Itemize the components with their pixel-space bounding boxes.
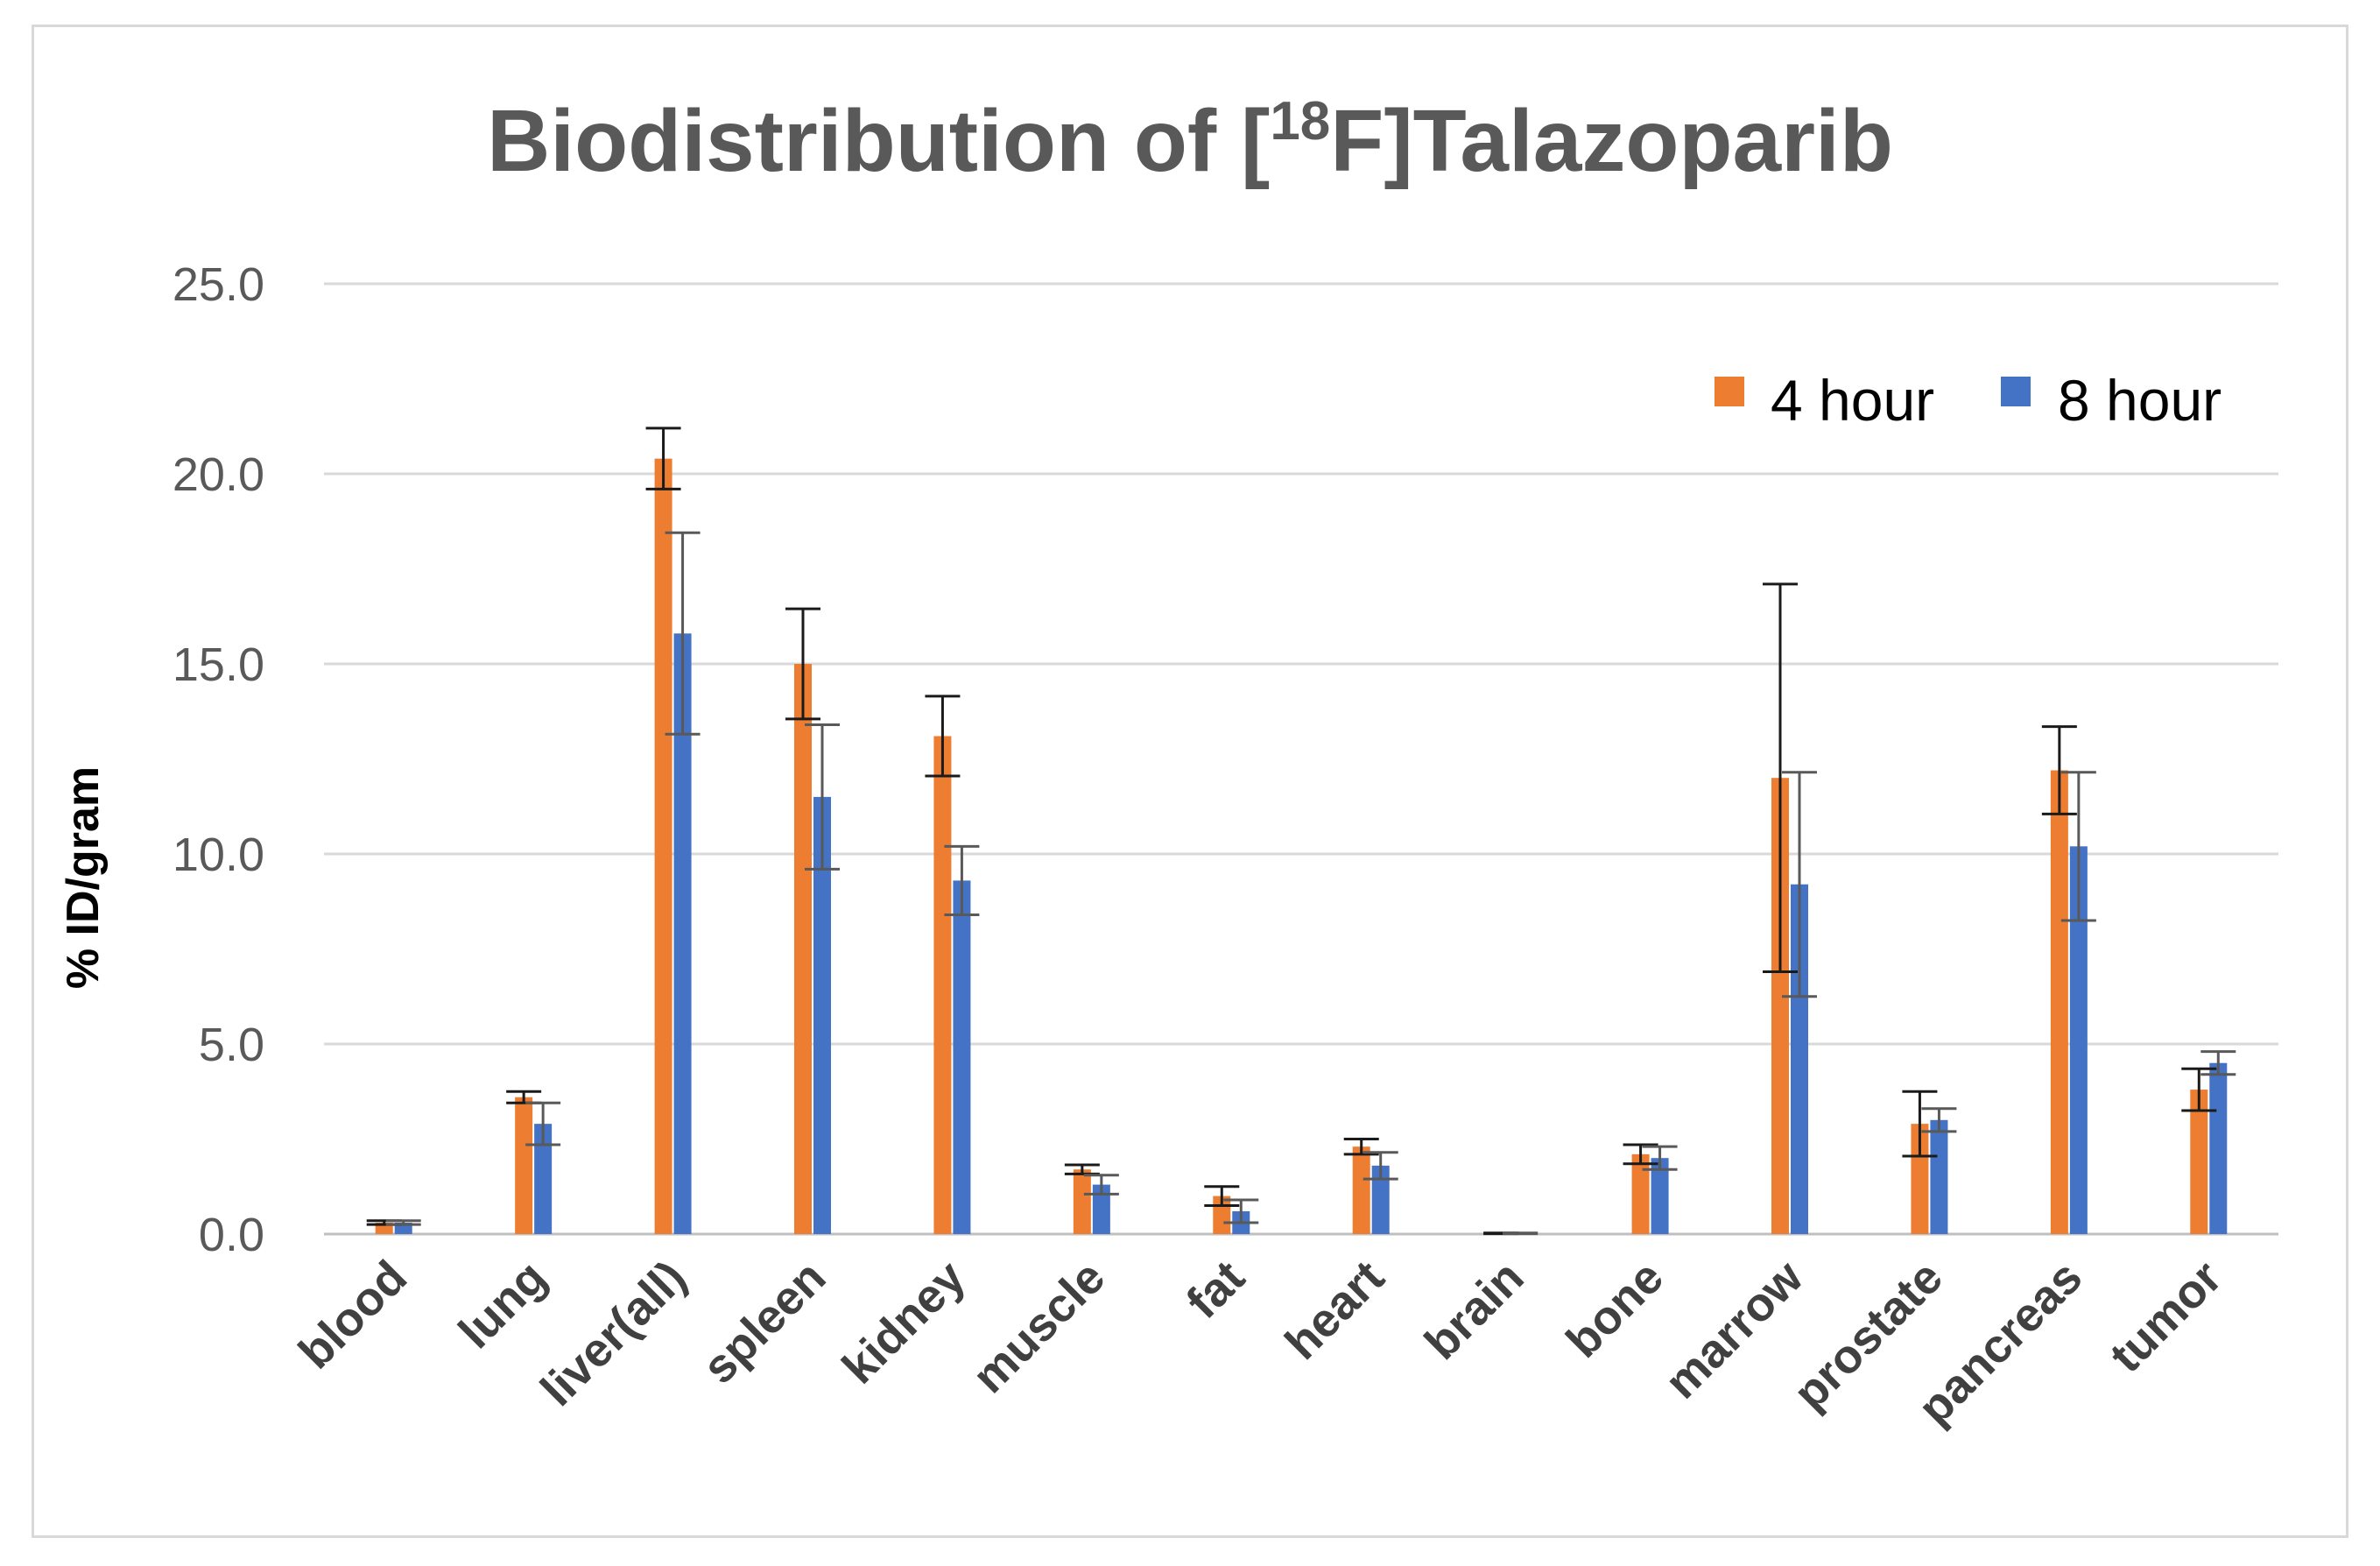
error-bar-liver-all-4-hour	[645, 427, 681, 490]
error-bar-pancreas-4-hour	[2041, 725, 2077, 815]
error-bar-prostate-4-hour	[1902, 1090, 1938, 1158]
chart-title: Biodistribution of [18F]Talazoparib	[487, 91, 1893, 190]
bar-tumor-4-hour	[2190, 1090, 2208, 1234]
error-bar-blood-8-hour	[385, 1219, 421, 1226]
bar-heart-8-hour	[1371, 1165, 1390, 1234]
error-bar-lung-4-hour	[506, 1090, 542, 1104]
chart-frame	[32, 25, 2348, 1538]
error-bar-fat-8-hour	[1223, 1198, 1259, 1224]
bar-spleen-4-hour	[794, 664, 812, 1234]
y-tick-label: 25.0	[173, 258, 264, 311]
y-tick-label: 0.0	[199, 1209, 264, 1261]
x-tick-label-liver-all: liver(all)	[531, 1251, 696, 1416]
error-bar-muscle-4-hour	[1064, 1163, 1100, 1175]
bar-kidney-8-hour	[953, 880, 971, 1234]
error-bar-heart-4-hour	[1343, 1138, 1379, 1156]
legend-swatch-4-hour	[1715, 377, 1744, 406]
error-bar-lung-8-hour	[525, 1101, 561, 1146]
bar-muscle-4-hour	[1073, 1169, 1091, 1234]
bar-bone-8-hour	[1651, 1158, 1669, 1234]
bar-pancreas-4-hour	[2050, 770, 2068, 1234]
x-tick-label-spleen: spleen	[693, 1251, 835, 1393]
error-bar-spleen-8-hour	[805, 723, 840, 871]
bar-spleen-8-hour	[813, 796, 831, 1234]
bars	[375, 458, 2228, 1234]
x-tick-label-kidney: kidney	[833, 1251, 975, 1393]
legend-label-4-hour: 4 hour	[1771, 368, 1934, 433]
error-bar-bone-8-hour	[1642, 1145, 1678, 1171]
error-bar-liver-all-8-hour	[665, 531, 701, 736]
bar-prostate-4-hour	[1911, 1124, 1929, 1234]
x-tick-label-muscle: muscle	[962, 1251, 1115, 1403]
error-bar-fat-4-hour	[1204, 1185, 1240, 1207]
gridlines	[324, 282, 2278, 1236]
bar-kidney-4-hour	[933, 736, 952, 1234]
bar-pancreas-8-hour	[2069, 846, 2088, 1234]
error-bar-tumor-4-hour	[2181, 1067, 2217, 1112]
legend: 4 hour 8 hour	[1715, 368, 2222, 433]
error-bar-kidney-8-hour	[944, 844, 980, 916]
bar-tumor-8-hour	[2209, 1062, 2228, 1234]
error-bar-heart-8-hour	[1363, 1151, 1398, 1181]
bar-marrow-4-hour	[1771, 778, 1789, 1234]
y-tick-label: 20.0	[173, 448, 264, 501]
bar-liver-all-4-hour	[654, 458, 672, 1234]
x-tick-label-heart: heart	[1275, 1251, 1394, 1370]
bar-heart-4-hour	[1352, 1146, 1370, 1234]
bar-lung-8-hour	[534, 1124, 553, 1234]
error-bar-marrow-4-hour	[1763, 582, 1798, 974]
error-bar-kidney-4-hour	[925, 695, 961, 778]
error-bar-bone-4-hour	[1623, 1143, 1658, 1166]
error-bar-muscle-8-hour	[1083, 1174, 1119, 1196]
x-tick-label-lung: lung	[449, 1251, 557, 1358]
bar-bone-4-hour	[1631, 1153, 1650, 1234]
x-tick-label-blood: blood	[289, 1251, 417, 1379]
bar-muscle-8-hour	[1092, 1184, 1110, 1234]
x-tick-label-bone: bone	[1556, 1251, 1673, 1368]
bar-liver-all-8-hour	[673, 633, 692, 1234]
bar-lung-4-hour	[515, 1097, 533, 1234]
x-tick-label-tumor: tumor	[2100, 1251, 2232, 1383]
x-tick-label-brain: brain	[1415, 1251, 1534, 1370]
x-tick-label-fat: fat	[1177, 1251, 1255, 1329]
error-bar-spleen-4-hour	[785, 607, 820, 721]
error-bar-marrow-8-hour	[1782, 771, 1817, 998]
error-bar-pancreas-8-hour	[2060, 771, 2096, 922]
error-bar-tumor-8-hour	[2200, 1050, 2236, 1076]
y-tick-label: 10.0	[173, 829, 264, 881]
y-tick-labels: 0.0 5.0 10.0 15.0 20.0 25.0	[173, 258, 264, 1261]
y-tick-label: 5.0	[199, 1019, 264, 1071]
error-bar-brain-8-hour	[1503, 1231, 1539, 1236]
y-axis-label: % ID/gram	[58, 766, 109, 989]
error-bar-prostate-8-hour	[1921, 1107, 1957, 1133]
bar-prostate-8-hour	[1930, 1119, 1948, 1234]
error-bars	[366, 427, 2236, 1236]
legend-label-8-hour: 8 hour	[2058, 368, 2222, 433]
legend-swatch-8-hour	[2001, 377, 2031, 406]
y-tick-label: 15.0	[173, 638, 264, 691]
